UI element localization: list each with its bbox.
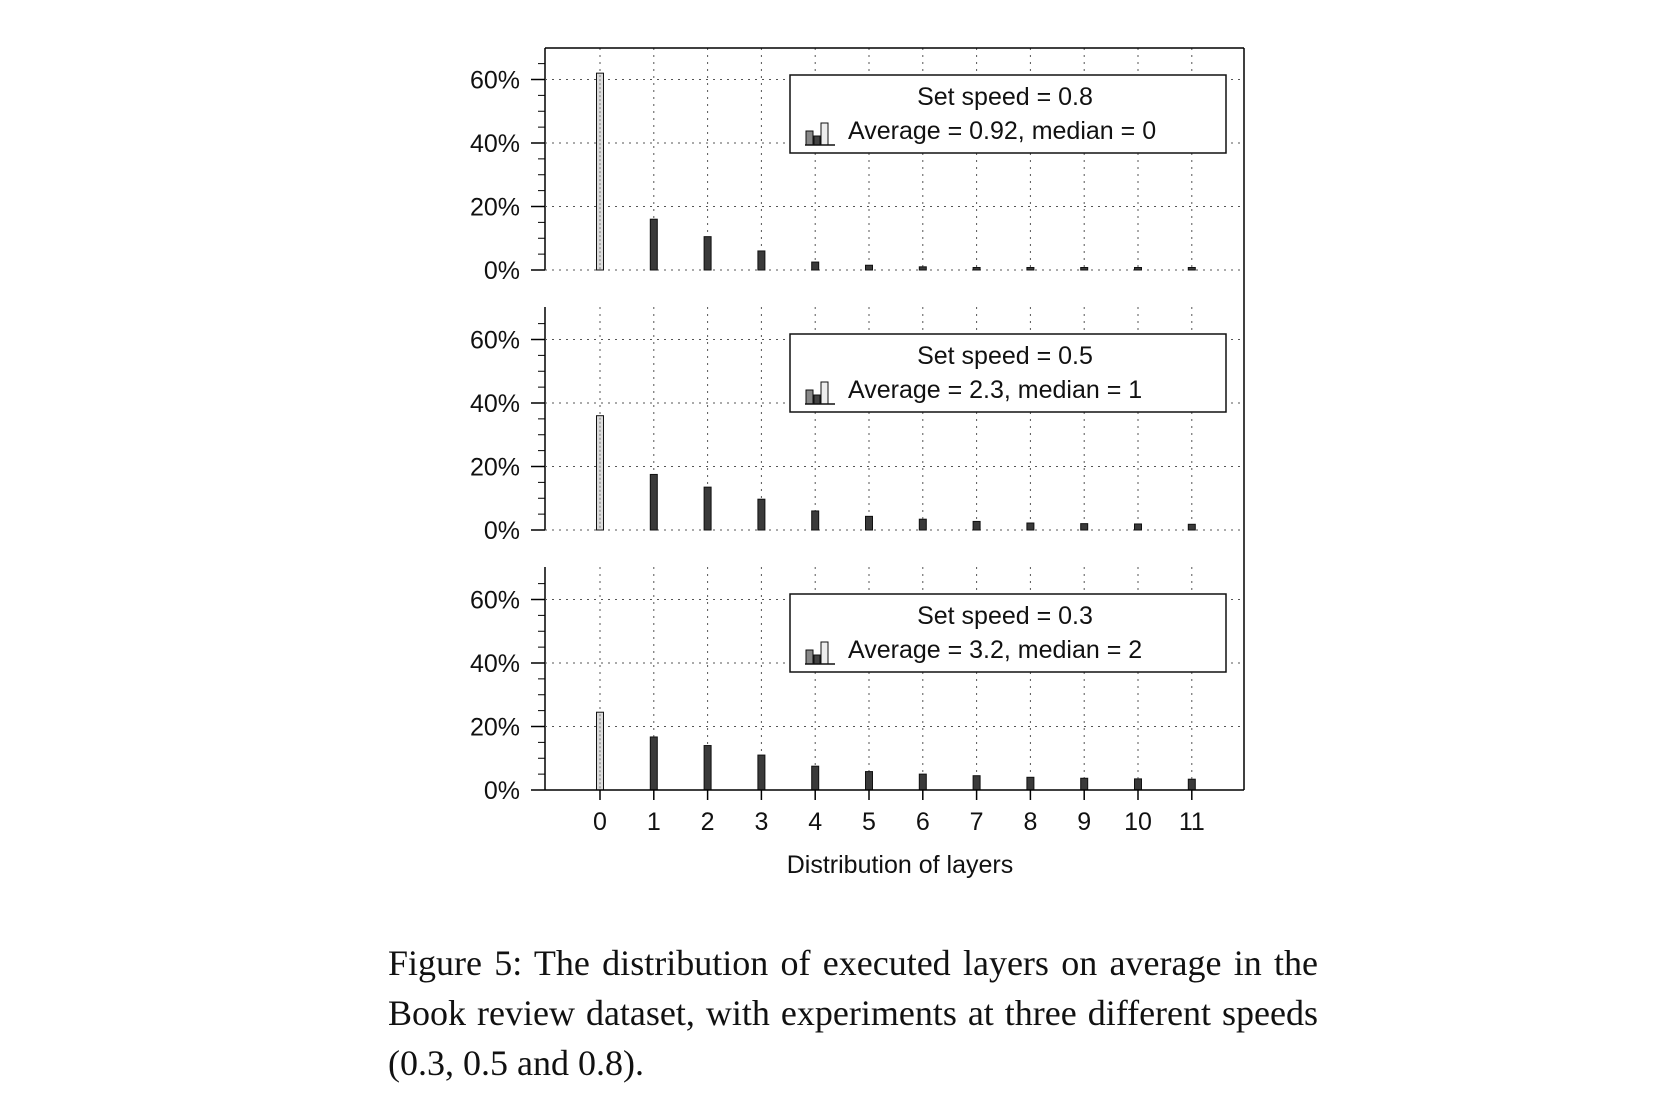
x-tick-label: 10 — [1124, 808, 1152, 836]
legend-title: Set speed = 0.3 — [917, 602, 1093, 630]
figure-caption: Figure 5: The distribution of executed l… — [388, 943, 1318, 1083]
x-tick-label: 0 — [593, 808, 607, 836]
legend-entry: Average = 2.3, median = 1 — [848, 376, 1142, 404]
bar-0 — [596, 415, 604, 531]
bar-5 — [865, 264, 873, 271]
bar-5 — [865, 771, 873, 791]
bar-8 — [1026, 776, 1035, 791]
bar-8 — [1026, 267, 1035, 271]
bar-3 — [757, 754, 766, 791]
bar-6 — [918, 773, 927, 791]
y-tick-label: 60% — [470, 67, 520, 95]
bar-11 — [1187, 523, 1196, 531]
y-tick-label: 0% — [484, 517, 520, 545]
bar-7 — [972, 775, 981, 791]
legend-entry: Average = 0.92, median = 0 — [848, 117, 1156, 145]
bar-6 — [918, 266, 927, 271]
bar-11 — [1187, 267, 1196, 271]
bar-2 — [703, 486, 712, 531]
y-tick-label: 0% — [484, 777, 520, 805]
bar-1 — [649, 473, 658, 531]
bar-2 — [703, 236, 712, 271]
bar-3 — [757, 250, 766, 271]
bar-7 — [972, 520, 981, 531]
bar-9 — [1080, 523, 1089, 531]
panel-1: 0% 20% 40% 60% Set speed = 0.8 Average = 0.92… — [470, 48, 1244, 285]
bar-6 — [918, 518, 927, 531]
x-tick-label: 6 — [916, 808, 930, 836]
y-tick-label: 20% — [470, 194, 520, 222]
panel-2: 0% 20% 40% 60% Set speed = 0.5 Average = 2.3,… — [470, 307, 1244, 545]
legend-title: Set speed = 0.5 — [917, 342, 1093, 370]
bar-chart-icon — [805, 381, 835, 405]
y-tick-label: 40% — [470, 650, 520, 678]
x-tick-label: 8 — [1023, 808, 1037, 836]
bar-9 — [1080, 267, 1089, 271]
x-tick-label: 11 — [1179, 808, 1205, 836]
y-tick-label: 60% — [470, 587, 520, 615]
x-tick-label: 2 — [701, 808, 715, 836]
x-tick-label: 7 — [970, 808, 984, 836]
bar-4 — [811, 765, 820, 791]
bar-chart-icon — [805, 122, 835, 146]
bar-1 — [649, 218, 658, 271]
x-axis-label: Distribution of layers — [787, 851, 1013, 879]
legend-box — [789, 333, 1227, 413]
legend: Set speed = 0.8 Average = 0.92, median = … — [789, 74, 1227, 154]
panel-3: 0% 20% 40% 60% Set speed = 0.3 Average = 3.2,… — [470, 567, 1244, 805]
bar-2 — [703, 745, 712, 791]
legend-box — [789, 593, 1227, 673]
bar-8 — [1026, 522, 1035, 531]
bar-10 — [1134, 523, 1142, 531]
bar-chart-icon — [805, 641, 835, 665]
y-tick-label: 0% — [484, 257, 520, 285]
bar-7 — [972, 267, 981, 271]
x-tick-label: 3 — [754, 808, 768, 836]
bar-9 — [1080, 777, 1089, 791]
bar-10 — [1134, 267, 1142, 271]
x-tick-label: 4 — [808, 808, 822, 836]
legend-box — [789, 74, 1227, 154]
bar-1 — [649, 736, 658, 791]
bar-4 — [811, 261, 820, 271]
x-tick-label: 1 — [647, 808, 661, 836]
legend: Set speed = 0.3 Average = 3.2, median = 2 — [789, 593, 1227, 673]
bar-5 — [865, 515, 873, 531]
x-tick-label: 5 — [862, 808, 876, 836]
bar-11 — [1187, 778, 1196, 791]
y-tick-label: 60% — [470, 327, 520, 355]
legend: Set speed = 0.5 Average = 2.3, median = 1 — [789, 333, 1227, 413]
bar-10 — [1134, 778, 1142, 791]
legend-entry: Average = 3.2, median = 2 — [848, 636, 1142, 664]
legend-title: Set speed = 0.8 — [917, 83, 1093, 111]
bar-4 — [811, 510, 820, 531]
y-tick-label: 20% — [470, 454, 520, 482]
x-tick-label: 9 — [1077, 808, 1091, 836]
y-tick-label: 40% — [470, 130, 520, 158]
bar-3 — [757, 498, 766, 531]
y-tick-label: 40% — [470, 390, 520, 418]
y-tick-label: 20% — [470, 714, 520, 742]
